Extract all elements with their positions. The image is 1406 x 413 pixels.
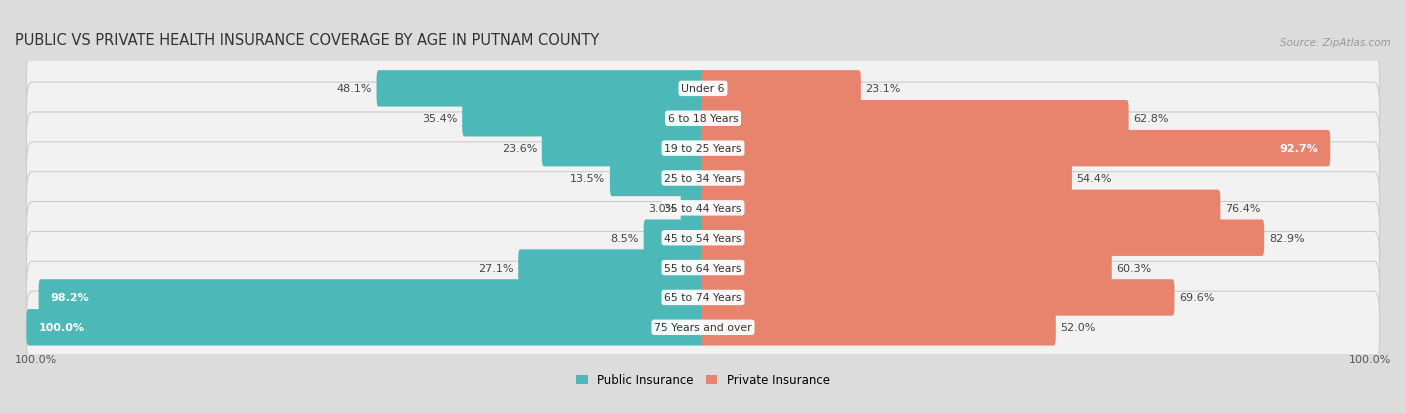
FancyBboxPatch shape	[377, 71, 704, 107]
Text: 45 to 54 Years: 45 to 54 Years	[664, 233, 742, 243]
Text: 54.4%: 54.4%	[1077, 173, 1112, 183]
FancyBboxPatch shape	[702, 250, 1112, 286]
Text: 76.4%: 76.4%	[1225, 203, 1261, 214]
Text: 75 Years and over: 75 Years and over	[654, 323, 752, 332]
Text: 35.4%: 35.4%	[422, 114, 457, 124]
FancyBboxPatch shape	[27, 292, 1379, 363]
Text: 92.7%: 92.7%	[1279, 144, 1319, 154]
Text: 60.3%: 60.3%	[1116, 263, 1152, 273]
Text: 100.0%: 100.0%	[38, 323, 84, 332]
FancyBboxPatch shape	[463, 101, 704, 137]
FancyBboxPatch shape	[702, 280, 1174, 316]
Legend: Public Insurance, Private Insurance: Public Insurance, Private Insurance	[576, 373, 830, 387]
FancyBboxPatch shape	[702, 309, 1056, 346]
Text: 8.5%: 8.5%	[610, 233, 638, 243]
Text: 52.0%: 52.0%	[1060, 323, 1095, 332]
FancyBboxPatch shape	[27, 113, 1379, 185]
FancyBboxPatch shape	[702, 190, 1220, 226]
Text: 19 to 25 Years: 19 to 25 Years	[664, 144, 742, 154]
FancyBboxPatch shape	[702, 160, 1071, 197]
Text: 27.1%: 27.1%	[478, 263, 513, 273]
FancyBboxPatch shape	[702, 71, 860, 107]
FancyBboxPatch shape	[519, 250, 704, 286]
Text: Under 6: Under 6	[682, 84, 724, 94]
Text: 98.2%: 98.2%	[51, 293, 90, 303]
Text: 13.5%: 13.5%	[569, 173, 605, 183]
Text: 65 to 74 Years: 65 to 74 Years	[664, 293, 742, 303]
FancyBboxPatch shape	[702, 220, 1264, 256]
Text: 3.0%: 3.0%	[648, 203, 676, 214]
FancyBboxPatch shape	[681, 190, 704, 226]
Text: 62.8%: 62.8%	[1133, 114, 1168, 124]
Text: 6 to 18 Years: 6 to 18 Years	[668, 114, 738, 124]
FancyBboxPatch shape	[702, 101, 1129, 137]
Text: 55 to 64 Years: 55 to 64 Years	[664, 263, 742, 273]
Text: 69.6%: 69.6%	[1180, 293, 1215, 303]
FancyBboxPatch shape	[27, 262, 1379, 334]
Text: 100.0%: 100.0%	[1348, 354, 1391, 364]
FancyBboxPatch shape	[27, 142, 1379, 215]
Text: Source: ZipAtlas.com: Source: ZipAtlas.com	[1281, 38, 1391, 48]
FancyBboxPatch shape	[27, 83, 1379, 155]
FancyBboxPatch shape	[27, 202, 1379, 274]
FancyBboxPatch shape	[610, 160, 704, 197]
Text: 35 to 44 Years: 35 to 44 Years	[664, 203, 742, 214]
FancyBboxPatch shape	[27, 53, 1379, 125]
Text: 25 to 34 Years: 25 to 34 Years	[664, 173, 742, 183]
Text: 23.6%: 23.6%	[502, 144, 537, 154]
Text: 82.9%: 82.9%	[1268, 233, 1305, 243]
Text: 48.1%: 48.1%	[336, 84, 371, 94]
FancyBboxPatch shape	[702, 131, 1330, 167]
Text: 100.0%: 100.0%	[15, 354, 58, 364]
FancyBboxPatch shape	[644, 220, 704, 256]
FancyBboxPatch shape	[27, 309, 704, 346]
FancyBboxPatch shape	[38, 280, 704, 316]
FancyBboxPatch shape	[27, 172, 1379, 244]
FancyBboxPatch shape	[27, 232, 1379, 304]
Text: 23.1%: 23.1%	[866, 84, 901, 94]
FancyBboxPatch shape	[541, 131, 704, 167]
Text: PUBLIC VS PRIVATE HEALTH INSURANCE COVERAGE BY AGE IN PUTNAM COUNTY: PUBLIC VS PRIVATE HEALTH INSURANCE COVER…	[15, 33, 599, 48]
